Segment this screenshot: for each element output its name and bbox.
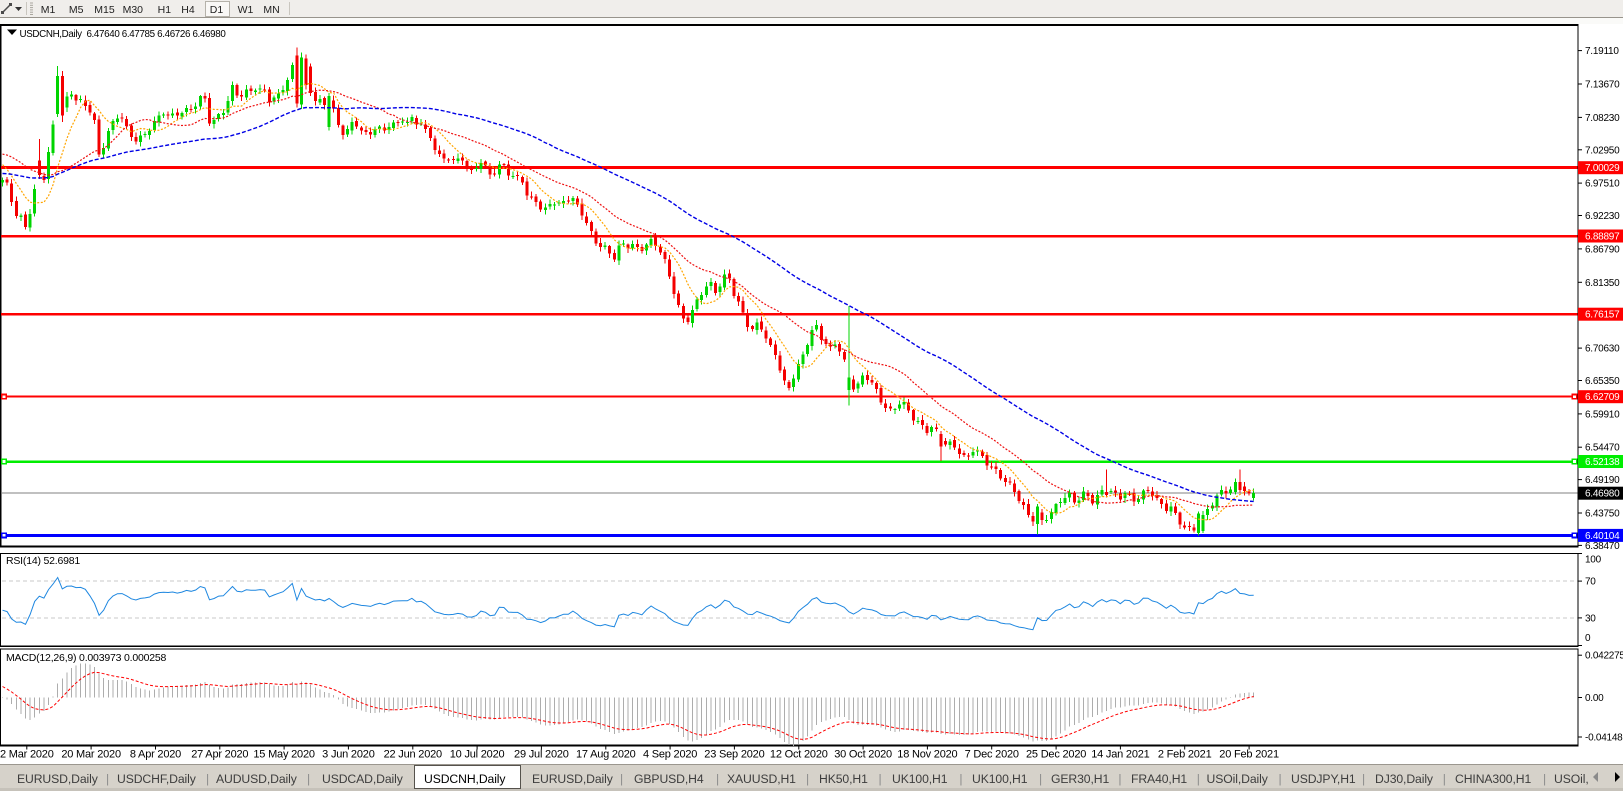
svg-text:7.13670: 7.13670 [1585, 80, 1620, 91]
svg-text:7.00029: 7.00029 [1585, 163, 1620, 174]
svg-text:|: | [1039, 772, 1042, 786]
svg-text:14 Jan 2021: 14 Jan 2021 [1091, 749, 1149, 761]
svg-text:USOil,Daily: USOil,Daily [1207, 772, 1269, 786]
svg-text:USDCNH,Daily 6.47640 6.47785: USDCNH,Daily 6.47640 6.47785 6.46726 6.4… [20, 29, 227, 40]
svg-text:70: 70 [1585, 577, 1596, 588]
svg-text:USDCAD,Daily: USDCAD,Daily [322, 772, 404, 786]
svg-text:12 Oct 2020: 12 Oct 2020 [770, 749, 828, 761]
svg-text:USOil,: USOil, [1554, 772, 1589, 786]
svg-text:|: | [106, 772, 109, 786]
svg-text:M5: M5 [69, 4, 84, 16]
svg-text:M15: M15 [94, 4, 115, 16]
svg-text:2 Feb 2021: 2 Feb 2021 [1158, 749, 1212, 761]
svg-text:|: | [806, 772, 809, 786]
svg-text:20 Mar 2020: 20 Mar 2020 [61, 749, 121, 761]
svg-text:6.62709: 6.62709 [1585, 392, 1620, 403]
svg-text:EURUSD,Daily: EURUSD,Daily [17, 772, 99, 786]
svg-text:6.54470: 6.54470 [1585, 443, 1620, 454]
svg-text:30 Oct 2020: 30 Oct 2020 [834, 749, 892, 761]
svg-text:|: | [1197, 772, 1200, 786]
svg-text:6.40104: 6.40104 [1585, 531, 1620, 542]
svg-text:-0.04148: -0.04148 [1585, 733, 1623, 744]
svg-text:25 Dec 2020: 25 Dec 2020 [1026, 749, 1086, 761]
svg-text:|: | [307, 772, 310, 786]
svg-text:6.92230: 6.92230 [1585, 211, 1620, 222]
svg-text:7.08230: 7.08230 [1585, 113, 1620, 124]
svg-text:2 Mar 2020: 2 Mar 2020 [0, 749, 54, 761]
svg-text:H1: H1 [158, 4, 172, 16]
svg-text:UK100,H1: UK100,H1 [972, 772, 1028, 786]
svg-text:7.02950: 7.02950 [1585, 145, 1620, 156]
svg-text:H4: H4 [181, 4, 195, 16]
svg-text:|: | [1279, 772, 1282, 786]
svg-text:6.46980: 6.46980 [1585, 489, 1620, 500]
svg-text:6.49190: 6.49190 [1585, 475, 1620, 486]
svg-text:0.00: 0.00 [1585, 693, 1604, 704]
svg-text:|: | [959, 772, 962, 786]
svg-text:EURUSD,Daily: EURUSD,Daily [532, 772, 614, 786]
svg-text:HK50,H1: HK50,H1 [819, 772, 868, 786]
svg-text:XAUUSD,H1: XAUUSD,H1 [727, 772, 796, 786]
svg-text:UK100,H1: UK100,H1 [892, 772, 948, 786]
svg-text:USDCHF,Daily: USDCHF,Daily [117, 772, 197, 786]
svg-text:GER30,H1: GER30,H1 [1051, 772, 1109, 786]
svg-text:|: | [1543, 772, 1546, 786]
svg-text:4 Sep 2020: 4 Sep 2020 [643, 749, 697, 761]
svg-text:RSI(14) 52.6981: RSI(14) 52.6981 [6, 555, 80, 567]
svg-text:100: 100 [1585, 555, 1602, 566]
svg-text:23 Sep 2020: 23 Sep 2020 [704, 749, 764, 761]
svg-text:W1: W1 [238, 4, 254, 16]
svg-text:FRA40,H1: FRA40,H1 [1131, 772, 1187, 786]
svg-text:6.38470: 6.38470 [1585, 541, 1620, 552]
svg-text:AUDUSD,Daily: AUDUSD,Daily [216, 772, 298, 786]
svg-text:0: 0 [1585, 633, 1591, 644]
svg-text:8 Apr 2020: 8 Apr 2020 [130, 749, 181, 761]
svg-text:7.19110: 7.19110 [1585, 46, 1619, 57]
svg-text:MACD(12,26,9) 0.003973 0.00025: MACD(12,26,9) 0.003973 0.000258 [6, 652, 167, 664]
svg-text:|: | [1443, 772, 1446, 786]
svg-text:6.86790: 6.86790 [1585, 244, 1620, 255]
svg-text:|: | [1362, 772, 1365, 786]
svg-text:D1: D1 [210, 4, 224, 16]
svg-text:6.52138: 6.52138 [1585, 457, 1620, 468]
svg-text:|: | [1118, 772, 1121, 786]
svg-text:USDJPY,H1: USDJPY,H1 [1291, 772, 1356, 786]
svg-text:6.70630: 6.70630 [1585, 344, 1620, 355]
svg-text:18 Nov 2020: 18 Nov 2020 [897, 749, 957, 761]
svg-text:|: | [716, 772, 719, 786]
svg-text:10 Jul 2020: 10 Jul 2020 [450, 749, 505, 761]
svg-text:6.65350: 6.65350 [1585, 376, 1620, 387]
svg-text:|: | [206, 772, 209, 786]
svg-text:7 Dec 2020: 7 Dec 2020 [965, 749, 1019, 761]
svg-text:6.81350: 6.81350 [1585, 278, 1620, 289]
svg-text:M1: M1 [41, 4, 56, 16]
svg-text:USDCNH,Daily: USDCNH,Daily [424, 772, 506, 786]
svg-text:22 Jun 2020: 22 Jun 2020 [384, 749, 442, 761]
svg-text:6.88897: 6.88897 [1585, 232, 1620, 243]
svg-text:15 May 2020: 15 May 2020 [253, 749, 314, 761]
svg-text:CHINA300,H1: CHINA300,H1 [1455, 772, 1531, 786]
svg-text:|: | [620, 772, 623, 786]
svg-text:27 Apr 2020: 27 Apr 2020 [191, 749, 248, 761]
svg-text:3 Jun 2020: 3 Jun 2020 [322, 749, 375, 761]
svg-text:20 Feb 2021: 20 Feb 2021 [1219, 749, 1279, 761]
svg-text:6.43750: 6.43750 [1585, 509, 1620, 520]
svg-text:6.97510: 6.97510 [1585, 179, 1620, 190]
svg-text:29 Jul 2020: 29 Jul 2020 [514, 749, 569, 761]
svg-text:30: 30 [1585, 613, 1596, 624]
svg-text:MN: MN [263, 4, 279, 16]
svg-text:0.042275: 0.042275 [1585, 651, 1623, 662]
svg-text:GBPUSD,H4: GBPUSD,H4 [634, 772, 704, 786]
svg-text:DJ30,Daily: DJ30,Daily [1375, 772, 1434, 786]
svg-text:M30: M30 [123, 4, 144, 16]
svg-text:6.76157: 6.76157 [1585, 310, 1620, 321]
svg-text:17 Aug 2020: 17 Aug 2020 [576, 749, 636, 761]
svg-text:6.59910: 6.59910 [1585, 409, 1620, 420]
svg-text:|: | [879, 772, 882, 786]
